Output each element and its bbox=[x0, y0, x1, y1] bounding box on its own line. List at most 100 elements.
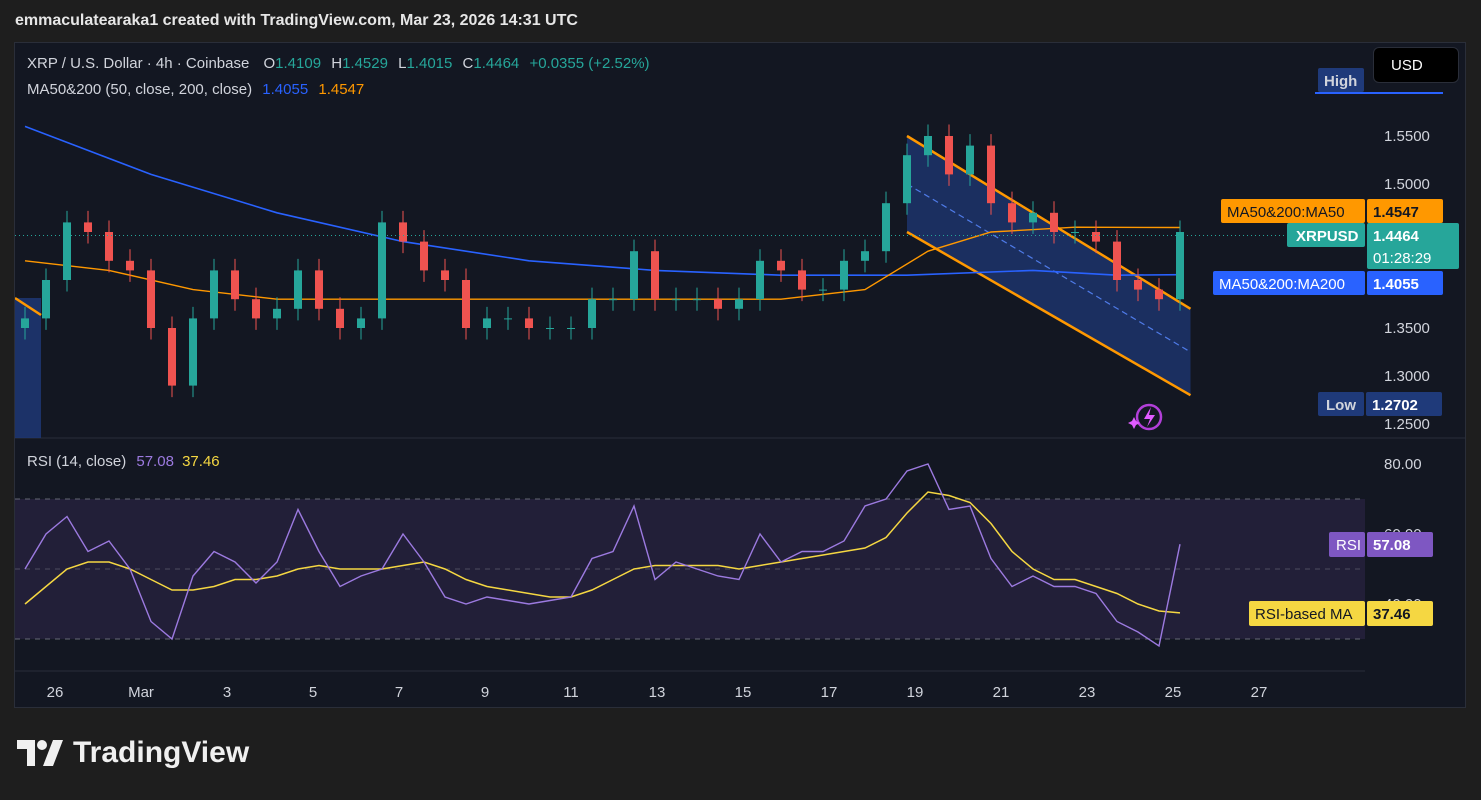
candle-body bbox=[42, 280, 50, 319]
time-axis-tick: 23 bbox=[1079, 684, 1096, 701]
symbol-title: XRP / U.S. Dollar · 4h · Coinbase bbox=[27, 55, 250, 72]
price-value-bg bbox=[1367, 223, 1459, 269]
candle-body bbox=[63, 222, 71, 280]
rsi-line bbox=[24, 463, 1181, 648]
open-label: O bbox=[263, 55, 276, 72]
currency-button[interactable]: USD bbox=[1373, 47, 1459, 83]
candle-body bbox=[336, 308, 344, 328]
ma-legend[interactable]: MA50&200 (50, close, 200, close) 1.4055 … bbox=[27, 81, 364, 98]
candle-body bbox=[798, 270, 806, 290]
tradingview-logo[interactable]: TradingView bbox=[17, 736, 249, 770]
price-axis-tick: 1.5500 bbox=[1384, 128, 1430, 145]
candle-body bbox=[294, 270, 302, 309]
time-axis-tick: 7 bbox=[395, 684, 403, 701]
time-axis-tick: 3 bbox=[223, 684, 231, 701]
time-axis-tick: 11 bbox=[563, 684, 579, 701]
rsi-ma-tag: RSI-based MA bbox=[1255, 606, 1353, 623]
candle-body bbox=[819, 289, 827, 291]
candle-body bbox=[504, 318, 512, 320]
tradingview-logo-icon bbox=[17, 740, 63, 766]
candle-body bbox=[903, 155, 911, 204]
candle-body bbox=[1155, 289, 1163, 300]
candle-body bbox=[966, 145, 974, 175]
candle-body bbox=[861, 251, 869, 261]
price-axis-tick: 1.2500 bbox=[1384, 416, 1430, 433]
candle-body bbox=[756, 260, 764, 300]
candle-body bbox=[735, 299, 743, 309]
flash-icon bbox=[1135, 403, 1163, 431]
time-axis-tick: 26 bbox=[47, 684, 64, 701]
candle-body bbox=[441, 270, 449, 280]
candle-body bbox=[651, 251, 659, 300]
rsi-legend-label: RSI (14, close) bbox=[27, 453, 127, 470]
price-axis-tick: 1.3500 bbox=[1384, 320, 1430, 337]
time-axis-tick: Mar bbox=[128, 684, 154, 701]
previous-channel-line bbox=[15, 296, 42, 317]
candle-body bbox=[546, 328, 554, 329]
ma50-tag-bg bbox=[1221, 199, 1365, 223]
rsi-value: 57.08 bbox=[1373, 537, 1411, 554]
candle-body bbox=[672, 299, 680, 301]
time-axis-tick: 17 bbox=[821, 684, 838, 701]
candle-body bbox=[315, 270, 323, 309]
channel-lower-line bbox=[906, 230, 1192, 397]
time-axis-tick: 21 bbox=[993, 684, 1010, 701]
candle-body bbox=[714, 299, 722, 309]
rsi-ma-tag-bg bbox=[1249, 601, 1365, 626]
rsi-ma-line bbox=[24, 491, 1181, 614]
chart-frame[interactable]: 1.55001.50001.45001.40001.35001.30001.25… bbox=[14, 42, 1466, 708]
close-value: 1.4464 bbox=[473, 55, 520, 72]
channel-fill bbox=[907, 136, 1191, 396]
high-label: H bbox=[331, 55, 343, 72]
candle-body bbox=[777, 260, 785, 271]
candle-body bbox=[378, 222, 386, 319]
high-tag-bg bbox=[1318, 68, 1364, 92]
price-axis-tick: 1.3000 bbox=[1384, 368, 1430, 385]
candle-body bbox=[987, 145, 995, 204]
ma-legend-label: MA50&200 (50, close, 200, close) bbox=[27, 81, 253, 98]
low-value: 1.4015 bbox=[406, 55, 453, 72]
time-axis-tick: 27 bbox=[1251, 684, 1268, 701]
candle-body bbox=[609, 299, 617, 301]
tradingview-logo-text: TradingView bbox=[73, 736, 250, 769]
ma50-tag: MA50&200:MA50 bbox=[1227, 204, 1345, 221]
candle-body bbox=[1008, 203, 1016, 223]
candle-body bbox=[525, 318, 533, 328]
rsi-ma-value-bg bbox=[1367, 601, 1433, 626]
time-axis-tick: 15 bbox=[735, 684, 752, 701]
ma50-value: 1.4547 bbox=[1373, 204, 1419, 221]
rsi-legend[interactable]: RSI (14, close) 57.08 37.46 bbox=[27, 453, 220, 470]
candle-body bbox=[231, 270, 239, 300]
low-tag-bg bbox=[1318, 392, 1364, 416]
time-axis-tick: 9 bbox=[481, 684, 489, 701]
candle-body bbox=[1134, 280, 1142, 290]
candle-body bbox=[210, 270, 218, 319]
candle-body bbox=[588, 299, 596, 328]
candle-body bbox=[21, 318, 29, 328]
channel-upper-line bbox=[906, 134, 1192, 310]
low-label: L bbox=[398, 55, 407, 72]
rsi-ma-legend-value: 37.46 bbox=[182, 453, 220, 470]
candle-body bbox=[126, 260, 134, 271]
candle-body bbox=[924, 136, 932, 156]
rsi-legend-value: 57.08 bbox=[136, 453, 174, 470]
candle-body bbox=[399, 222, 407, 242]
candle-body bbox=[630, 251, 638, 300]
high-value: 1.4529 bbox=[342, 55, 388, 72]
change-value: +0.0355 (+2.52%) bbox=[529, 55, 650, 72]
ma200-value-bg bbox=[1367, 271, 1443, 295]
candle-body bbox=[1071, 232, 1079, 233]
open-value: 1.4109 bbox=[275, 55, 322, 72]
symbol-legend: XRP / U.S. Dollar · 4h · Coinbase O1.410… bbox=[27, 55, 650, 72]
candle-body bbox=[1029, 212, 1037, 223]
candle-body bbox=[1113, 241, 1121, 280]
chart-credit: emmaculatearaka1 created with TradingVie… bbox=[15, 12, 578, 29]
chart-canvas[interactable]: 1.55001.50001.45001.40001.35001.30001.25… bbox=[15, 43, 1466, 708]
price-axis-tick: 1.5000 bbox=[1384, 176, 1430, 193]
candle-body bbox=[462, 280, 470, 328]
candle-body bbox=[1176, 232, 1184, 300]
channel-midline bbox=[906, 183, 1191, 353]
ma50-legend-value: 1.4055 bbox=[262, 81, 309, 98]
candle-body bbox=[252, 299, 260, 319]
low-value-bg bbox=[1366, 392, 1442, 416]
